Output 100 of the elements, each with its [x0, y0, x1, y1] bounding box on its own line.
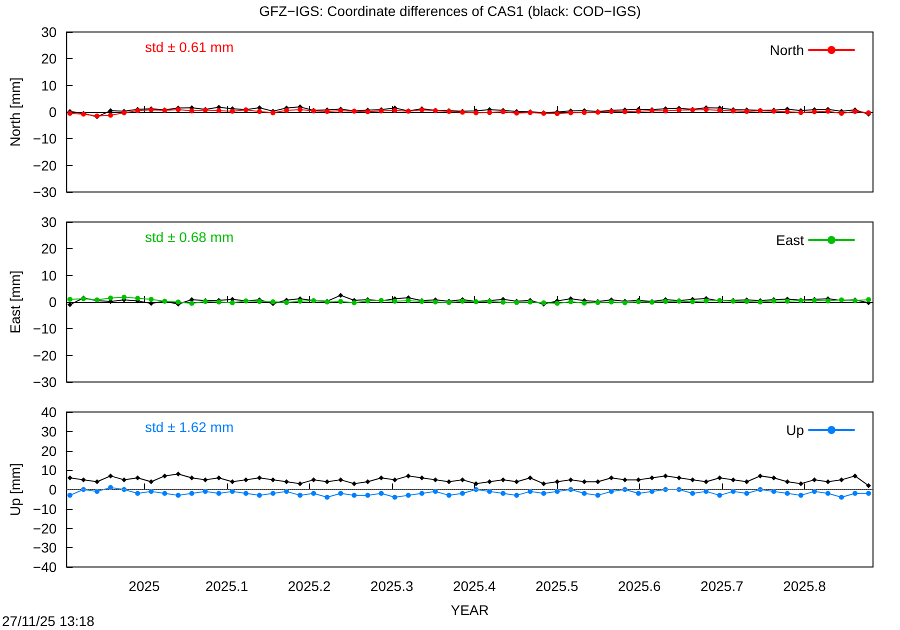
point — [852, 490, 858, 496]
point — [704, 479, 709, 484]
point — [352, 492, 357, 498]
point — [256, 475, 262, 480]
point — [365, 479, 370, 484]
point — [243, 477, 248, 482]
y-tick-label: −40 — [32, 559, 57, 575]
point — [866, 490, 872, 496]
point — [852, 473, 858, 478]
point — [663, 473, 668, 478]
point — [608, 300, 614, 304]
point — [474, 481, 479, 486]
point — [298, 492, 303, 498]
y-tick-label: −20 — [32, 157, 57, 174]
point — [378, 490, 384, 496]
point — [284, 488, 290, 494]
point — [582, 300, 587, 306]
point — [487, 110, 492, 116]
x-tick-label: 2025.1 — [205, 578, 248, 594]
point — [500, 490, 506, 496]
y-tick-label: 10 — [41, 77, 57, 94]
point — [528, 488, 533, 494]
point — [406, 473, 411, 478]
point — [338, 292, 344, 298]
point — [324, 494, 330, 500]
y-tick-label: 30 — [41, 24, 57, 40]
point — [135, 490, 140, 496]
point — [798, 481, 804, 486]
point — [730, 477, 736, 482]
point — [189, 475, 194, 480]
point — [690, 477, 696, 482]
legend-label: North — [770, 42, 804, 58]
point — [230, 479, 235, 484]
chart-title: GFZ−IGS: Coordinate differences of CAS1 (black: COD−IGS) — [259, 3, 641, 19]
x-tick-label: 2025.6 — [618, 578, 662, 594]
text: 27/11/25 13:18 — [2, 613, 95, 629]
point — [67, 492, 72, 498]
point — [825, 490, 830, 496]
y-tick-label: −10 — [32, 130, 57, 147]
point — [135, 296, 140, 301]
point — [582, 490, 587, 496]
point — [108, 485, 114, 490]
point — [338, 298, 344, 304]
point — [406, 298, 411, 304]
point — [311, 490, 316, 496]
point — [636, 477, 641, 482]
point — [784, 490, 790, 496]
point — [838, 494, 844, 500]
point — [460, 490, 465, 496]
y-tick-label: 10 — [41, 267, 57, 284]
point — [690, 299, 696, 304]
point — [554, 488, 560, 494]
legend-label: Up — [786, 422, 804, 438]
y-tick-label: −30 — [32, 540, 57, 556]
point — [176, 472, 181, 476]
point — [148, 296, 154, 302]
y-tick-label: 10 — [41, 462, 57, 478]
point — [189, 108, 194, 114]
point — [162, 473, 168, 478]
point — [554, 300, 560, 306]
annotation: std ± 0.61 mm — [145, 39, 234, 55]
point — [122, 477, 127, 482]
point — [108, 296, 114, 300]
point — [487, 479, 492, 484]
point — [744, 479, 750, 484]
point — [256, 108, 262, 114]
point — [270, 477, 276, 482]
y-tick-label: −10 — [32, 500, 57, 517]
point — [338, 477, 344, 482]
point — [162, 490, 168, 496]
point — [595, 479, 600, 484]
point — [812, 477, 817, 482]
point — [148, 479, 154, 484]
point — [744, 490, 750, 496]
point — [298, 481, 303, 486]
point — [730, 488, 736, 494]
y-axis-title: Up [mm] — [7, 463, 23, 516]
point — [298, 298, 303, 304]
x-tick-label: 2025.3 — [370, 578, 414, 594]
x-tick-label: 2025.5 — [535, 578, 579, 594]
point — [202, 477, 208, 482]
y-axis-title: East [mm] — [7, 270, 23, 334]
point — [202, 488, 208, 494]
point — [338, 490, 344, 496]
point — [189, 300, 194, 306]
point — [176, 492, 181, 498]
y-tick-label: 20 — [41, 50, 57, 67]
point — [365, 492, 370, 498]
point — [649, 475, 654, 480]
y-tick-label: 0 — [48, 294, 57, 310]
point — [717, 475, 722, 480]
point — [582, 479, 587, 484]
point — [568, 299, 574, 304]
point — [432, 300, 438, 304]
point — [514, 492, 520, 498]
point — [230, 108, 235, 114]
point — [500, 300, 506, 305]
point — [784, 109, 790, 114]
y-tick-label: 30 — [41, 214, 57, 230]
x-axis-title: YEAR — [450, 602, 489, 618]
